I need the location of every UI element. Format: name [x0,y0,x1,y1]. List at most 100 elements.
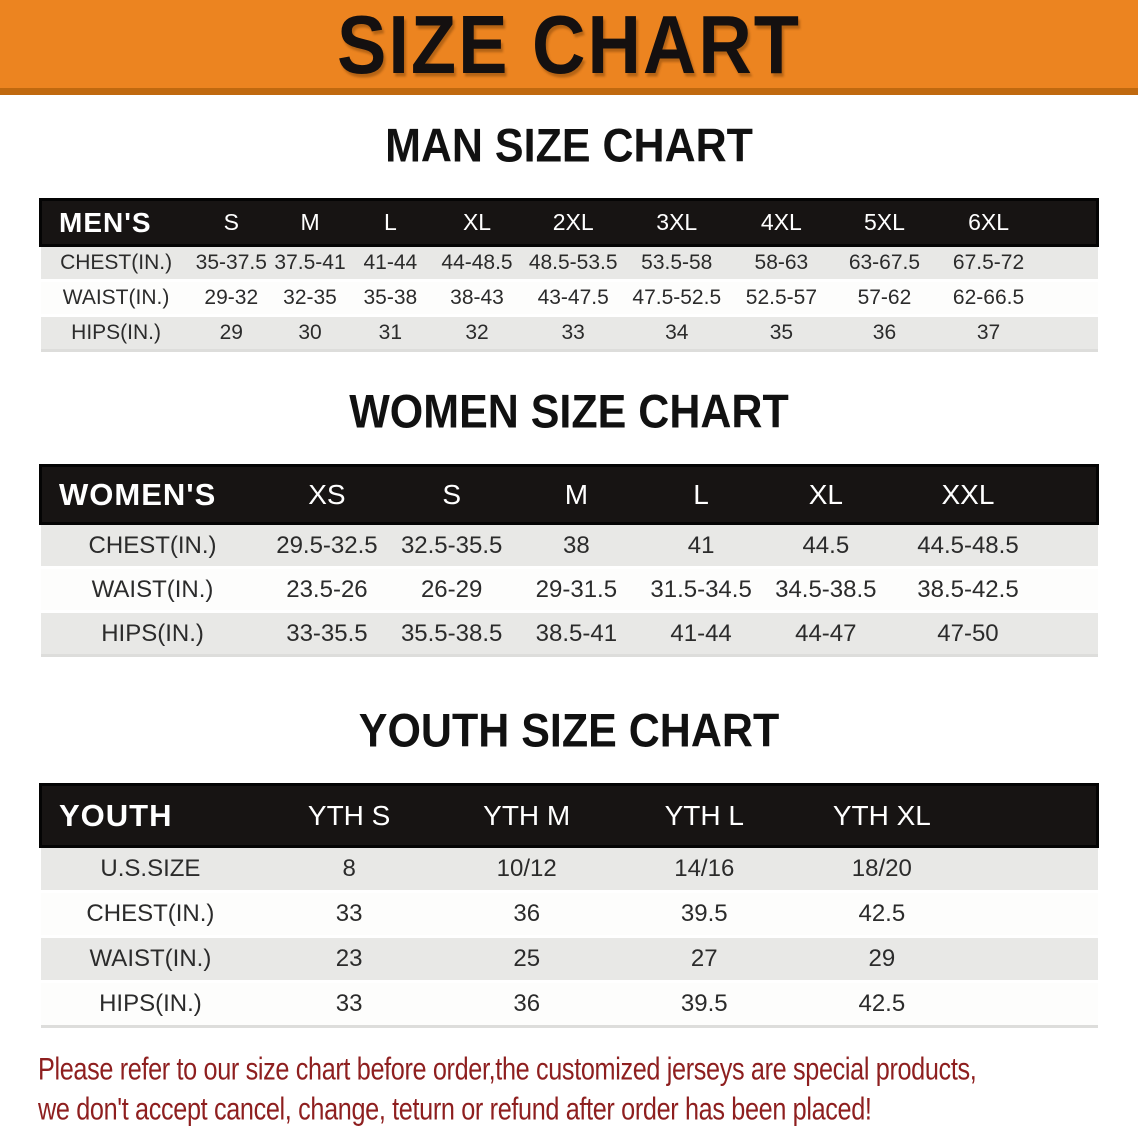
measurement-value: 41 [638,522,764,568]
notice-line-2: we don't accept cancel, change, teturn o… [38,1092,872,1128]
measurement-value: 18/20 [793,845,971,892]
measurement-label: HIPS(IN.) [40,980,261,1028]
table-category-label: WOMEN'S [38,464,265,525]
measurement-value: 44-48.5 [431,244,523,281]
order-notice: Please refer to our size chart before or… [0,1050,1138,1130]
measurement-value: 41-44 [638,610,764,657]
measurement-value: 58-63 [729,244,834,281]
measurement-value: 8 [260,845,438,892]
size-column-header: M [270,198,350,247]
men-size-section: MAN SIZE CHART MEN'S S M L XL 2XL 3XL 4XL 5XL 6XL… [0,119,1138,352]
measurement-value: 36 [437,890,616,937]
measurement-value: 63-67.5 [833,244,936,281]
measurement-value: 29 [191,314,271,352]
measurement-value: 43-47.5 [522,279,624,316]
youth-size-table: YOUTH YTH S YTH M YTH L YTH XL U.S.SIZE 8 10/12… [39,783,1099,1028]
size-column-header: XL [431,198,523,247]
size-column-header: 6XL [935,198,1042,247]
measurement-row: WAIST(IN.) 29-32 32-35 35-38 38-43 43-47.5 47.… [40,279,1098,316]
measurement-value: 44.5-48.5 [888,522,1048,568]
size-table-header-row: YOUTH YTH S YTH M YTH L YTH XL [39,783,1099,848]
size-column-header: YTH L [615,783,794,848]
measurement-value: 33 [260,890,438,937]
measurement-value: 44.5 [763,522,889,568]
measurement-value: 34.5-38.5 [763,566,889,612]
measurement-row: WAIST(IN.) 23 25 27 29 [40,935,1098,982]
row-spacer-cell [970,845,1098,892]
size-column-header: S [191,198,271,247]
measurement-label: CHEST(IN.) [40,244,192,281]
men-section-title: MAN SIZE CHART [385,119,753,173]
size-column-header: 4XL [729,198,834,247]
measurement-row: HIPS(IN.) 33-35.5 35.5-38.5 38.5-41 41-44 44-… [40,610,1098,657]
size-column-header: YTH S [260,783,438,848]
measurement-label: WAIST(IN.) [40,935,261,982]
measurement-value: 23.5-26 [264,566,390,612]
size-table-header-row: MEN'S S M L XL 2XL 3XL 4XL 5XL 6XL [38,198,1100,247]
measurement-value: 35.5-38.5 [389,610,515,657]
header-spacer-cell [970,783,1099,848]
women-section-title: WOMEN SIZE CHART [349,385,789,439]
measurement-value: 36 [833,314,936,352]
measurement-value: 38-43 [431,279,523,316]
measurement-value: 44-47 [763,610,889,657]
measurement-value: 42.5 [793,890,971,937]
measurement-value: 48.5-53.5 [522,244,624,281]
measurement-label: HIPS(IN.) [40,314,192,352]
measurement-value: 29-31.5 [514,566,639,612]
measurement-value: 25 [437,935,616,982]
men-size-table: MEN'S S M L XL 2XL 3XL 4XL 5XL 6XL CHEST(IN.) 35-37… [38,198,1100,352]
table-category-label: MEN'S [38,198,192,247]
measurement-label: CHEST(IN.) [40,890,261,937]
measurement-value: 47.5-52.5 [623,279,730,316]
row-spacer-cell [1041,244,1098,281]
women-size-section: WOMEN SIZE CHART WOMEN'S XS S M L XL XXL CHEST(… [0,385,1138,657]
size-column-header: XXL [888,464,1048,525]
measurement-value: 14/16 [615,845,794,892]
table-category-label: YOUTH [39,783,261,848]
size-column-header: 3XL [623,198,730,247]
row-spacer-cell [1047,610,1098,657]
notice-line-1: Please refer to our size chart before or… [38,1052,977,1088]
measurement-value: 32-35 [270,279,350,316]
measurement-value: 26-29 [389,566,515,612]
row-spacer-cell [1047,566,1098,612]
measurement-value: 37.5-41 [270,244,350,281]
size-table-header-row: WOMEN'S XS S M L XL XXL [38,464,1099,525]
row-spacer-cell [1041,279,1098,316]
row-spacer-cell [970,890,1098,937]
size-column-header: XS [264,464,390,525]
banner: SIZE CHART [0,0,1138,95]
row-spacer-cell [970,980,1098,1028]
measurement-value: 33-35.5 [264,610,390,657]
measurement-value: 35 [729,314,834,352]
measurement-value: 38 [514,522,639,568]
measurement-label: CHEST(IN.) [40,522,265,568]
measurement-label: WAIST(IN.) [40,566,265,612]
measurement-value: 41-44 [349,244,432,281]
header-spacer-cell [1041,198,1100,247]
measurement-value: 39.5 [615,890,794,937]
measurement-value: 42.5 [793,980,971,1028]
size-column-header: YTH XL [793,783,971,848]
measurement-value: 67.5-72 [935,244,1042,281]
size-column-header: S [389,464,515,525]
measurement-value: 35-37.5 [191,244,271,281]
measurement-value: 38.5-41 [514,610,639,657]
size-column-header: 2XL [522,198,624,247]
measurement-value: 37 [935,314,1042,352]
measurement-value: 29 [793,935,971,982]
measurement-value: 52.5-57 [729,279,834,316]
measurement-value: 27 [615,935,794,982]
row-spacer-cell [1047,522,1098,568]
measurement-value: 31.5-34.5 [638,566,764,612]
youth-section-title: YOUTH SIZE CHART [358,704,780,758]
row-spacer-cell [1041,314,1098,352]
measurement-value: 57-62 [833,279,936,316]
size-column-header: L [638,464,764,525]
measurement-row: CHEST(IN.) 35-37.5 37.5-41 41-44 44-48.5 48.5… [40,244,1098,281]
measurement-row: CHEST(IN.) 33 36 39.5 42.5 [40,890,1098,937]
measurement-value: 32 [431,314,523,352]
size-column-header: YTH M [437,783,616,848]
measurement-value: 29.5-32.5 [264,522,390,568]
